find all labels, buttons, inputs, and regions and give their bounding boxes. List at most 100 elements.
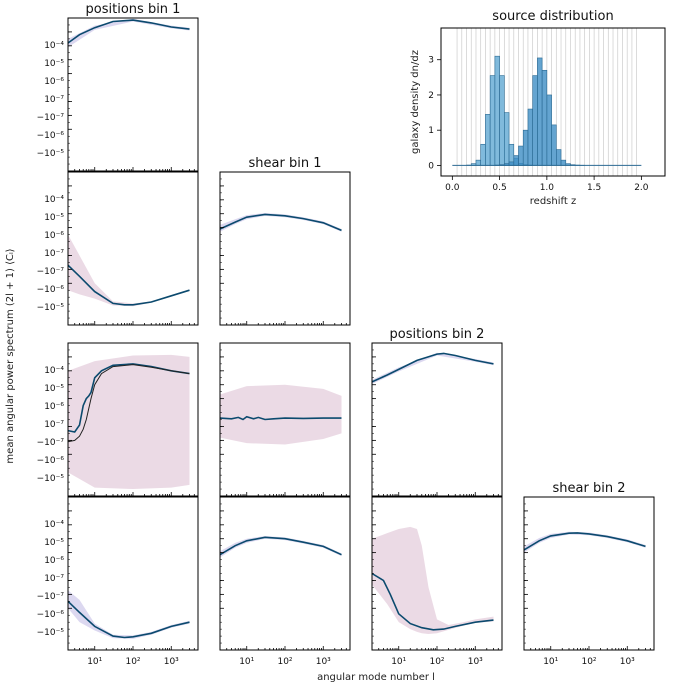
p11-ytick-label: 10⁻⁴ (44, 41, 64, 51)
p21-ytick-label: −10⁻⁶ (37, 285, 65, 295)
p42-xtick-label: 10³ (316, 657, 331, 667)
hist-xtick-label: 1.5 (587, 183, 601, 193)
hist-bar-bin-2 (541, 69, 548, 166)
p41-xtick-label: 10³ (164, 657, 179, 667)
hist-bar-bin-2 (532, 75, 538, 166)
hist-bar-bin-1 (489, 75, 496, 166)
hist-ylabel: galaxy density dn/dz (410, 50, 421, 154)
p21-ytick-label: 10⁻⁵ (44, 213, 64, 223)
p43-xtick-label: 10¹ (391, 657, 406, 667)
p21-axes-frame (67, 171, 199, 326)
p31-ytick-label: 10⁻⁵ (44, 384, 64, 394)
p11-ytick-label: 10⁻⁷ (44, 95, 64, 105)
p42-xtick-label: 10² (277, 657, 292, 667)
p43-error-band (372, 526, 494, 635)
hist-xtick-label: 2.0 (634, 183, 649, 193)
p44-xtick-label: 10² (581, 657, 596, 667)
p44-xtick-label: 10¹ (543, 657, 558, 667)
hist-bar-bin-2 (518, 145, 524, 166)
hist-bar-bin-2 (508, 161, 515, 166)
p32-series-mean (219, 415, 342, 421)
p21-ytick-label: −10⁻⁵ (37, 303, 65, 313)
p44-error-band (524, 531, 646, 553)
p41-ytick-label: 10⁻⁴ (44, 520, 64, 530)
hist-ytick-label: 2 (428, 91, 434, 101)
p11-axes-frame (67, 17, 199, 172)
p41-error-band (68, 590, 190, 639)
p44-xtick-label: 10³ (620, 657, 635, 667)
p31-series-mean (67, 363, 190, 433)
p43-xtick-label: 10³ (468, 657, 483, 667)
hist-ytick-label: 3 (428, 56, 434, 66)
p31-ytick-label: −10⁻⁵ (37, 474, 65, 484)
hist-bar-bin-2 (551, 124, 557, 166)
p33-error-band (372, 352, 494, 385)
p33-series-mean (371, 352, 494, 383)
p32-error-band (220, 384, 342, 445)
p41-series-mean (67, 600, 190, 639)
p42-series-mean (219, 536, 342, 556)
p44-title: shear bin 2 (553, 481, 626, 496)
p21-ytick-label: −10⁻⁷ (37, 267, 65, 277)
hist-xtick-label: 0.0 (445, 183, 460, 193)
p21-error-band (68, 234, 190, 307)
hist-bar-bin-1 (504, 112, 510, 166)
p41-xtick-label: 10² (125, 657, 140, 667)
p33-title: positions bin 2 (390, 327, 485, 342)
p41-ytick-label: 10⁻⁵ (44, 538, 64, 548)
p11-title: positions bin 1 (86, 2, 181, 17)
p42-axes-frame (219, 496, 351, 651)
p31-error-band (68, 354, 190, 490)
hist-bar-bin-1 (480, 143, 486, 166)
p41-ytick-label: −10⁻⁵ (37, 628, 65, 638)
p21-ytick-label: 10⁻⁴ (44, 195, 64, 205)
p42-xtick-label: 10¹ (239, 657, 254, 667)
hist-bar-bin-2 (546, 94, 552, 166)
hist-bar-bin-2 (537, 57, 543, 166)
hist-xtick-label: 1.0 (540, 183, 555, 193)
hist-axes-frame (440, 27, 666, 177)
p43-xtick-label: 10² (429, 657, 444, 667)
hist-xlabel: redshift z (530, 196, 576, 207)
hist-bar-bin-2 (527, 108, 533, 166)
p22-series-mean (219, 213, 342, 232)
p21-ytick-label: 10⁻⁷ (44, 249, 64, 259)
p11-ytick-label: −10⁻⁶ (37, 131, 65, 141)
hist-bar-bin-2 (560, 159, 567, 166)
hist-bar-bin-1 (494, 55, 500, 166)
p11-ytick-label: −10⁻⁵ (37, 149, 65, 159)
hist-title: source distribution (492, 9, 613, 24)
p44-series-mean (523, 532, 646, 551)
p41-ytick-label: −10⁻⁷ (37, 592, 65, 602)
p31-ytick-label: 10⁻⁶ (44, 402, 64, 412)
hist-bar-bin-1 (485, 114, 491, 166)
p43-series-mean (371, 572, 494, 631)
p41-axes-frame (67, 496, 199, 651)
hist-bar-bin-2 (513, 155, 519, 166)
p41-ytick-label: −10⁻⁶ (37, 610, 65, 620)
p22-axes-frame (219, 171, 351, 326)
p21-series-mean (67, 264, 190, 306)
figure-xlabel: angular mode number l (317, 672, 435, 683)
p41-xtick-label: 10¹ (87, 657, 102, 667)
p31-series-theory (67, 364, 190, 443)
p11-error-band (68, 18, 190, 48)
p31-ytick-label: −10⁻⁶ (37, 456, 65, 466)
p11-series-mean (67, 19, 190, 44)
p44-axes-frame (523, 496, 655, 651)
p33-axes-frame (371, 342, 503, 497)
figure-ylabel: mean angular power spectrum (2l + 1) ⟨Cₗ… (5, 248, 16, 463)
p22-error-band (220, 213, 342, 232)
p42-error-band (220, 535, 342, 558)
p31-ytick-label: −10⁻⁷ (37, 438, 65, 448)
hist-bar-bin-2 (522, 129, 529, 166)
p11-ytick-label: 10⁻⁵ (44, 59, 64, 69)
hist-ytick-label: 1 (428, 126, 434, 136)
hist-bar-bin-1 (499, 75, 505, 166)
p31-ytick-label: 10⁻⁷ (44, 420, 64, 430)
p41-ytick-label: 10⁻⁶ (44, 556, 64, 566)
hist-xtick-label: 0.5 (492, 183, 506, 193)
p11-ytick-label: −10⁻⁷ (37, 113, 65, 123)
p31-ytick-label: 10⁻⁴ (44, 366, 64, 376)
